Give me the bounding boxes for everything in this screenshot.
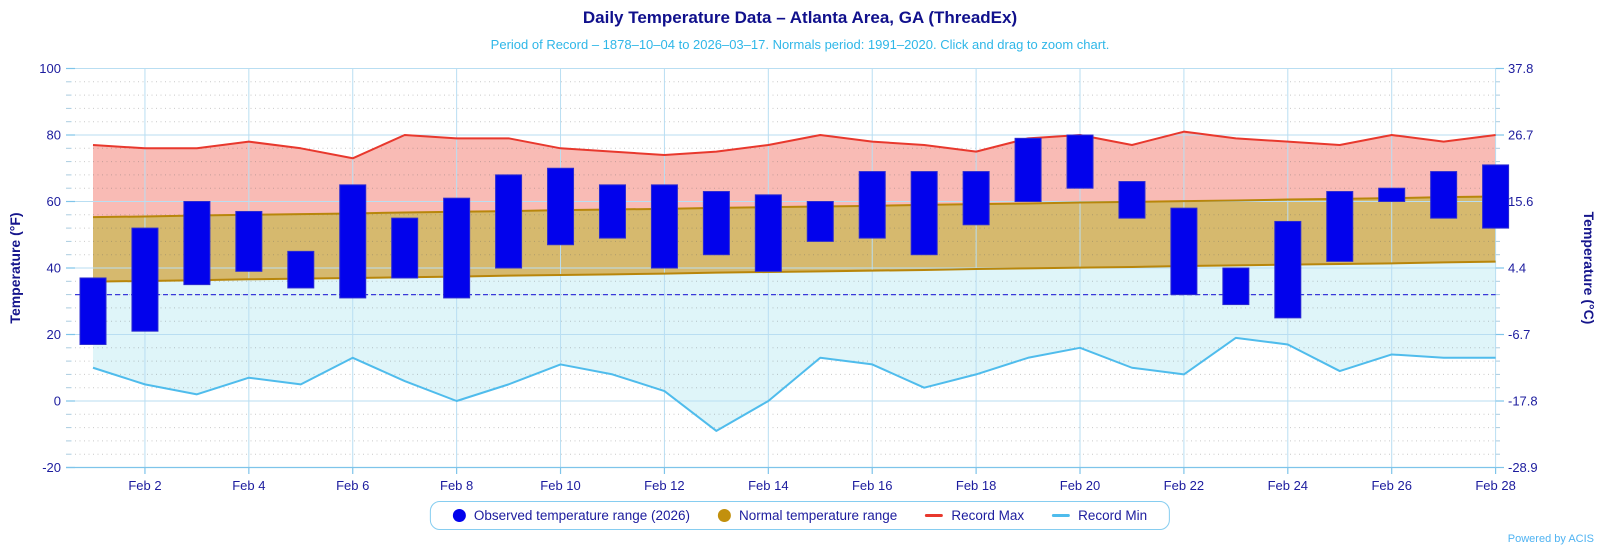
x-axis-tick-label: Feb 18 <box>956 478 996 493</box>
x-axis-tick-label: Feb 6 <box>336 478 369 493</box>
legend: Observed temperature range (2026) Normal … <box>429 501 1171 530</box>
observed-range-bar[interactable] <box>650 184 678 269</box>
x-axis-tick-label: Feb 4 <box>232 478 265 493</box>
observed-range-bar[interactable] <box>1482 164 1510 229</box>
y-axis-right-tick-label: 26.7 <box>1508 128 1533 143</box>
y-axis-right-tick-label: -28.9 <box>1508 460 1538 475</box>
observed-range-bar[interactable] <box>547 167 575 246</box>
x-axis-tick-label: Feb 26 <box>1371 478 1411 493</box>
y-axis-right-tick-label: -6.7 <box>1508 327 1530 342</box>
observed-range-bar[interactable] <box>806 201 834 242</box>
observed-range-bar[interactable] <box>1274 220 1302 319</box>
x-axis-tick-label: Feb 12 <box>644 478 684 493</box>
y-axis-right-tick-label: -17.8 <box>1508 394 1538 409</box>
legend-item-label: Normal temperature range <box>738 508 898 523</box>
y-axis-left-tick-label: 60 <box>47 194 61 209</box>
observed-range-bar[interactable] <box>1066 134 1094 189</box>
observed-range-bar[interactable] <box>1222 267 1250 306</box>
legend-item-label: Observed temperature range (2026) <box>473 508 690 523</box>
observed-range-bar[interactable] <box>858 171 886 239</box>
legend-item-label: Record Min <box>1078 508 1148 523</box>
observed-range-bar[interactable] <box>1378 187 1406 202</box>
observed-range-bar[interactable] <box>339 184 367 299</box>
legend-circle-marker-icon <box>452 509 466 522</box>
observed-range-bar[interactable] <box>183 201 211 286</box>
observed-range-bar[interactable] <box>495 174 523 269</box>
legend-item-record-min[interactable]: Record Min <box>1052 508 1147 523</box>
x-axis-tick-label: Feb 10 <box>540 478 580 493</box>
observed-range-bar[interactable] <box>962 171 990 226</box>
y-axis-left-title: Temperature (°F) <box>7 212 23 323</box>
x-axis-tick-label: Feb 24 <box>1268 478 1308 493</box>
powered-by-link[interactable]: Powered by ACIS <box>1507 533 1594 545</box>
legend-item-observed-temperature-range-2026[interactable]: Observed temperature range (2026) <box>452 508 690 523</box>
observed-range-bar[interactable] <box>131 227 159 332</box>
x-axis-tick-label: Feb 28 <box>1475 478 1515 493</box>
observed-range-bar[interactable] <box>1170 207 1198 296</box>
observed-range-bar[interactable] <box>702 191 730 256</box>
y-axis-left-tick-label: 80 <box>47 128 61 143</box>
legend-line-marker-icon <box>1052 514 1071 517</box>
observed-range-bar[interactable] <box>1118 181 1146 219</box>
chart-title: Daily Temperature Data – Atlanta Area, G… <box>582 8 1018 27</box>
legend-circle-marker-icon <box>717 509 731 522</box>
y-axis-right-tick-label: 37.8 <box>1508 61 1533 76</box>
legend-line-marker-icon <box>925 514 944 517</box>
x-axis-tick-label: Feb 20 <box>1060 478 1100 493</box>
observed-range-bar[interactable] <box>235 210 263 272</box>
observed-range-bar[interactable] <box>754 194 782 272</box>
y-axis-right-title: Temperature (°C) <box>1581 212 1597 325</box>
normal-high-line <box>92 195 1496 219</box>
legend-item-label: Record Max <box>951 508 1025 523</box>
observed-range-bar[interactable] <box>391 217 419 279</box>
x-axis-tick-label: Feb 8 <box>440 478 473 493</box>
observed-range-bar[interactable] <box>910 171 938 256</box>
y-axis-left-tick-label: 20 <box>47 327 61 342</box>
observed-range-bar[interactable] <box>79 277 107 345</box>
x-axis-tick-label: Feb 22 <box>1164 478 1204 493</box>
y-axis-left-tick-label: 100 <box>39 61 61 76</box>
record-min-line <box>92 336 1496 432</box>
observed-range-bar[interactable] <box>1326 191 1354 262</box>
y-axis-right-tick-label: 4.4 <box>1508 261 1526 276</box>
observed-range-bar[interactable] <box>598 184 626 239</box>
y-axis-left-tick-label: -20 <box>42 460 61 475</box>
chart-subtitle: Period of Record – 1878–10–04 to 2026–03… <box>490 37 1110 52</box>
observed-range-bar[interactable] <box>443 197 471 299</box>
legend-item-normal-temperature-range[interactable]: Normal temperature range <box>717 508 898 523</box>
observed-range-bar[interactable] <box>1014 137 1042 202</box>
record-max-line <box>92 130 1496 160</box>
x-axis-tick-label: Feb 14 <box>748 478 788 493</box>
y-axis-left-tick-label: 40 <box>47 261 61 276</box>
legend-item-record-max[interactable]: Record Max <box>925 508 1024 523</box>
observed-range-bar[interactable] <box>287 250 315 289</box>
observed-range-bar[interactable] <box>1430 171 1458 219</box>
x-axis-tick-label: Feb 2 <box>128 478 161 493</box>
record-min-area <box>93 261 1496 431</box>
normal-low-line <box>92 260 1496 283</box>
y-axis-left-tick-label: 0 <box>54 394 61 409</box>
x-axis-tick-label: Feb 16 <box>852 478 892 493</box>
y-axis-right-tick-label: 15.6 <box>1508 194 1533 209</box>
